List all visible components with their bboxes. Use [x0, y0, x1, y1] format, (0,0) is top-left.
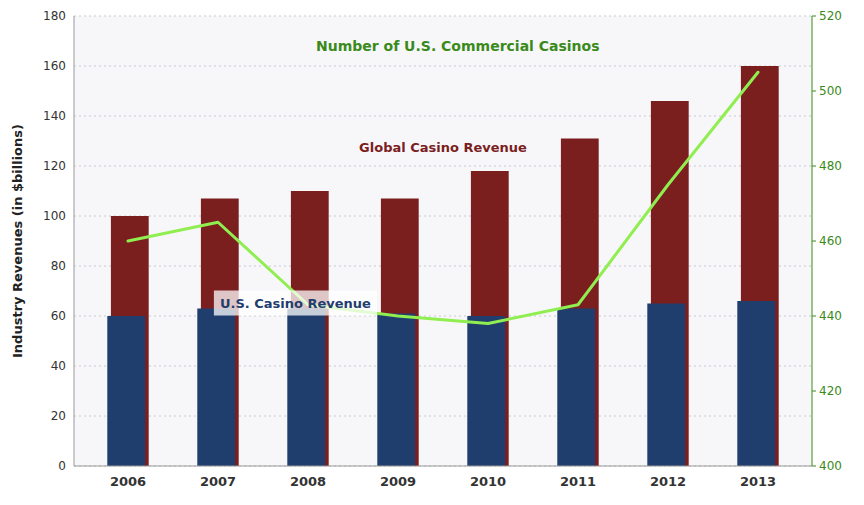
y-tick-label: 40 — [51, 359, 66, 373]
chart-container: 0 20 40 60 80 100 120 140 160 180 400 420 440 460 480 5… — [0, 0, 864, 505]
y-axis-line — [74, 16, 75, 466]
grid-line — [74, 366, 812, 367]
y2-tick — [812, 16, 816, 17]
data-marks — [107, 66, 778, 466]
line — [128, 72, 758, 323]
bar — [287, 309, 325, 467]
annotation-text: Global Casino Revenue — [359, 140, 527, 155]
bar-series — [111, 66, 779, 466]
y-tick-label: 180 — [43, 9, 66, 23]
bar — [647, 304, 685, 467]
y2-tick-label: 440 — [819, 309, 842, 323]
grid-line — [74, 66, 812, 67]
y-tick-label: 160 — [43, 59, 66, 73]
x-tick-label: 2013 — [740, 474, 776, 489]
grid-line — [74, 16, 812, 17]
x-tick-label: 2011 — [560, 474, 596, 489]
page: {"chart_data": {"type": "bar", "categori… — [0, 0, 864, 505]
grid-line — [74, 216, 812, 217]
y-tick-label: 0 — [58, 459, 66, 473]
annotation: U.S. Casino Revenue — [214, 291, 377, 316]
y2-tick-label: 500 — [819, 84, 842, 98]
x-tick-label: 2010 — [470, 474, 506, 489]
grid-line — [74, 116, 812, 117]
x-tick-label: 2008 — [290, 474, 326, 489]
y2-tick — [812, 466, 816, 467]
x-tick-label: 2006 — [110, 474, 146, 489]
annotation-box — [214, 291, 377, 316]
x-tick-label: 2007 — [200, 474, 236, 489]
chart-svg: 0 20 40 60 80 100 120 140 160 180 400 420 440 460 480 5… — [0, 0, 864, 505]
y2-tick — [812, 91, 816, 92]
y2-tick — [812, 391, 816, 392]
y-tick-label: 120 — [43, 159, 66, 173]
bar — [557, 309, 595, 467]
bar — [377, 314, 415, 467]
annotation: Number of U.S. Commercial Casinos — [316, 38, 600, 54]
y-tick-label: 140 — [43, 109, 66, 123]
y-axis-label: Industry Revenues (in $billions) — [10, 124, 25, 358]
grid-line — [74, 316, 812, 317]
annotation-text: Number of U.S. Commercial Casinos — [316, 38, 600, 54]
x-tick-label: 2012 — [650, 474, 686, 489]
grid — [74, 16, 812, 466]
grid-line — [74, 416, 812, 417]
annotation: Global Casino Revenue — [359, 140, 527, 155]
bar — [467, 316, 505, 466]
x-axis-line — [74, 466, 812, 467]
y-tick-label: 20 — [51, 409, 66, 423]
grid-line — [74, 166, 812, 167]
y2-axis-line — [812, 16, 813, 466]
grid-line — [74, 466, 812, 467]
bar — [197, 309, 235, 467]
y2-tick-label: 420 — [819, 384, 842, 398]
bar — [737, 301, 775, 466]
y2-tick — [812, 241, 816, 242]
y2-tick-label: 460 — [819, 234, 842, 248]
y2-tick-label: 400 — [819, 459, 842, 473]
y-tick-label: 80 — [51, 259, 66, 273]
y-tick-label: 100 — [43, 209, 66, 223]
bar — [107, 316, 145, 466]
y2-tick-label: 520 — [819, 9, 842, 23]
y2-tick — [812, 166, 816, 167]
y2-tick — [812, 316, 816, 317]
annotation-text: U.S. Casino Revenue — [220, 296, 371, 311]
y2-tick-label: 480 — [819, 159, 842, 173]
plot-background — [74, 16, 812, 466]
bar-series — [107, 301, 775, 466]
grid-line — [74, 266, 812, 267]
x-tick-label: 2009 — [380, 474, 416, 489]
y-tick-label: 60 — [51, 309, 66, 323]
